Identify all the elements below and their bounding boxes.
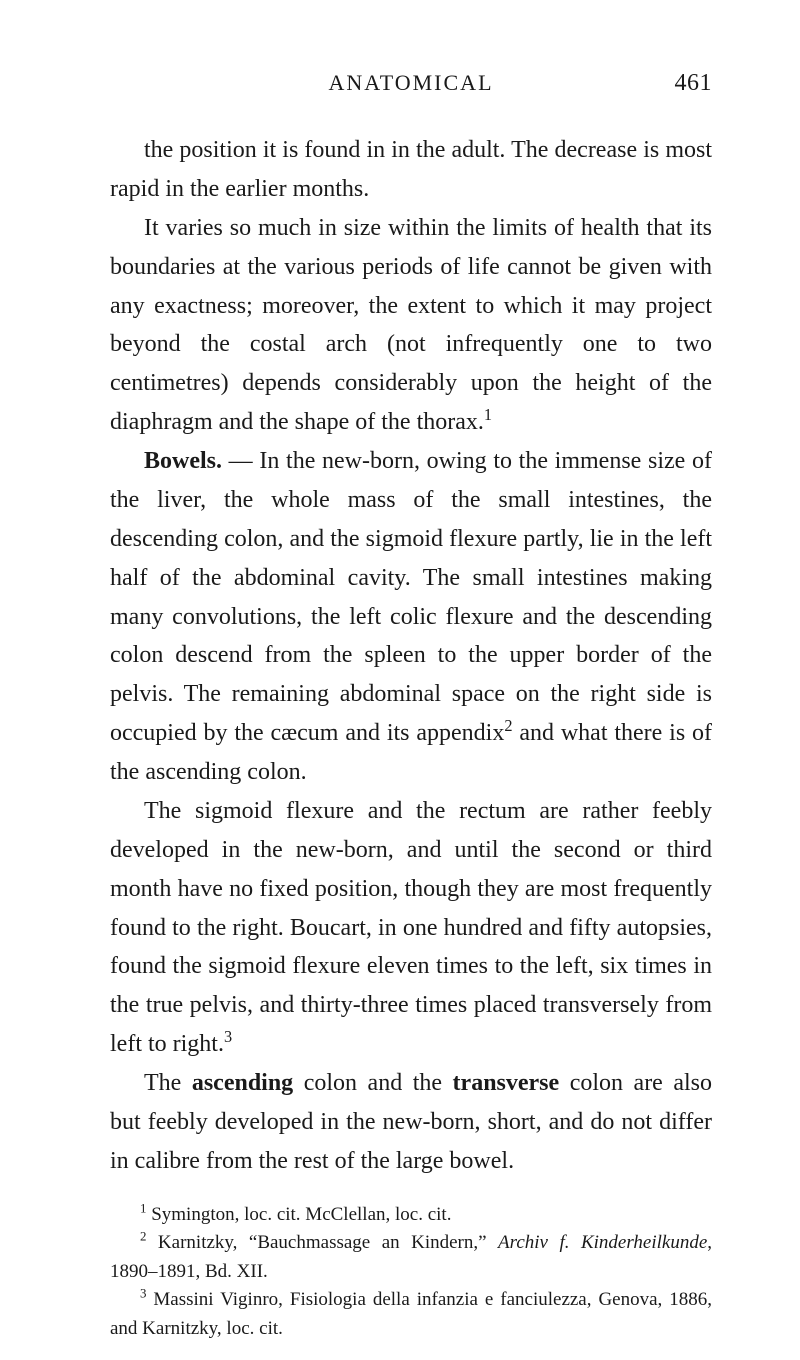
body-text: the position it is found in in the adult… (110, 131, 712, 1181)
header: ANATOMICAL 461 (110, 70, 712, 97)
paragraph-1: the position it is found in in the adult… (110, 131, 712, 209)
footnotes: 1 Symington, loc. cit. McClellan, loc. c… (110, 1201, 712, 1344)
paragraph-3: Bowels. — In the new-born, owing to the … (110, 442, 712, 792)
footnote-ref-3: 3 (224, 1027, 232, 1046)
footnote-2: 2 Karnitzky, “Bauchmassage an Kindern,” … (110, 1229, 712, 1286)
footnote-1: 1 Symington, loc. cit. McClellan, loc. c… (110, 1201, 712, 1230)
running-head: ANATOMICAL (170, 70, 652, 96)
paragraph-5: The ascending colon and the transverse c… (110, 1064, 712, 1181)
footnote-3: 3 Massini Viginro, Fisiologia della infa… (110, 1286, 712, 1343)
term-bowels: Bowels. (144, 448, 222, 474)
term-transverse: transverse (453, 1070, 560, 1096)
footnote-text: Karnitzky, “Bauchmassage an Kindern,” (146, 1232, 498, 1253)
text: — In the new-born, owing to the immense … (110, 448, 712, 746)
text: The (144, 1070, 192, 1096)
text: the position it is found in in the adult… (110, 137, 712, 202)
paragraph-2: It varies so much in size within the lim… (110, 209, 712, 442)
text: colon and the (293, 1070, 452, 1096)
text: The sigmoid flexure and the rectum are r… (110, 798, 712, 1057)
footnote-text: Symington, loc. cit. McClellan, loc. cit… (146, 1204, 451, 1225)
term-ascending: ascending (192, 1070, 293, 1096)
page: ANATOMICAL 461 the position it is found … (0, 0, 800, 1360)
page-number: 461 (652, 70, 712, 97)
footnote-text: Massini Viginro, Fisiologia della infanz… (110, 1289, 712, 1339)
journal-title: Archiv f. Kinderheilkunde (498, 1232, 707, 1253)
paragraph-4: The sigmoid flexure and the rectum are r… (110, 792, 712, 1064)
text: It varies so much in size within the lim… (110, 215, 712, 435)
footnote-ref-1: 1 (484, 405, 492, 424)
